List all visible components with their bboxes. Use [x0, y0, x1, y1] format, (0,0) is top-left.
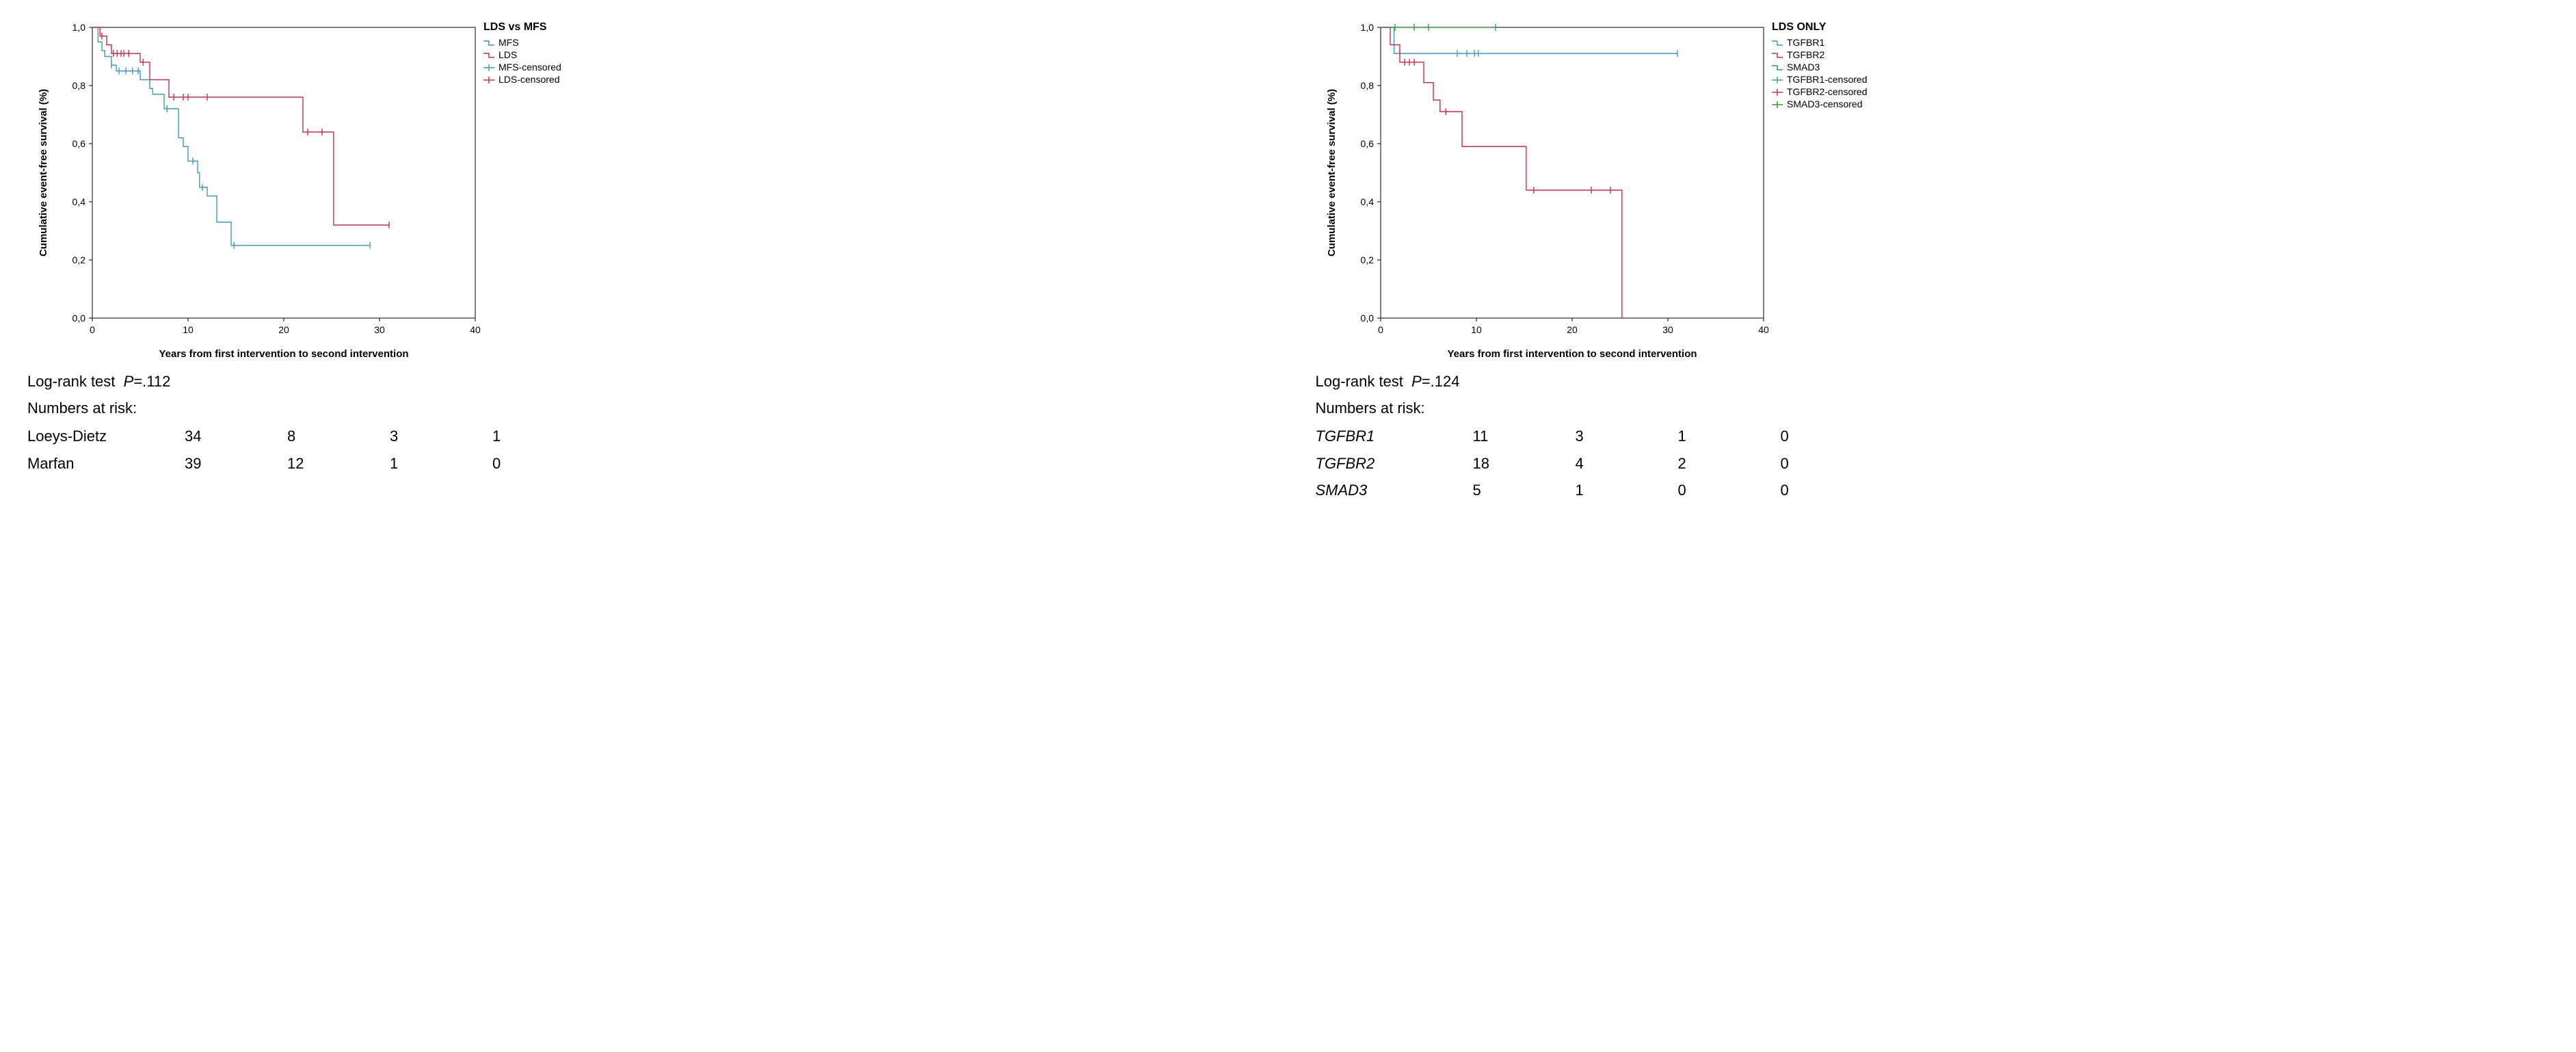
- svg-text:TGFBR1-censored: TGFBR1-censored: [1787, 74, 1867, 85]
- figure-row: 0,00,20,40,60,81,0010203040Years from fi…: [27, 14, 2549, 503]
- p-value: =.124: [1422, 373, 1460, 390]
- risk-value: 8: [287, 423, 390, 449]
- svg-text:LDS-censored: LDS-censored: [499, 74, 560, 85]
- risk-value: 5: [1473, 477, 1576, 503]
- svg-text:40: 40: [1758, 324, 1769, 335]
- risk-value: 0: [1781, 423, 1883, 449]
- risk-row-label: TGFBR2: [1316, 450, 1473, 477]
- svg-text:0,2: 0,2: [1360, 254, 1374, 265]
- right-chart: 0,0 0,2 0,4 0,6 0,8 1,0 0 10 20 30 40 Years from fi…: [1316, 14, 2549, 369]
- svg-text:0: 0: [90, 324, 95, 335]
- svg-text:SMAD3-censored: SMAD3-censored: [1787, 98, 1863, 109]
- risk-value: 18: [1473, 450, 1576, 477]
- left-risk-label: Numbers at risk:: [27, 396, 1261, 420]
- svg-text:40: 40: [470, 324, 481, 335]
- risk-value: 0: [492, 450, 595, 477]
- svg-text:1,0: 1,0: [1360, 22, 1374, 33]
- risk-value: 11: [1473, 423, 1576, 449]
- svg-text:0,6: 0,6: [72, 138, 86, 149]
- risk-row: SMAD35100: [1316, 477, 1883, 503]
- risk-value: 1: [390, 450, 492, 477]
- svg-text:10: 10: [183, 324, 194, 335]
- svg-text:0,0: 0,0: [72, 313, 86, 324]
- risk-value: 0: [1781, 477, 1883, 503]
- svg-text:10: 10: [1471, 324, 1482, 335]
- risk-value: 39: [185, 450, 287, 477]
- risk-value: 1: [1576, 477, 1678, 503]
- risk-value: 2: [1678, 450, 1781, 477]
- svg-text:20: 20: [1567, 324, 1578, 335]
- left-stats: Log-rank test P=.112 Numbers at risk: Lo…: [27, 369, 1261, 477]
- p-value: =.112: [133, 373, 170, 390]
- svg-text:20: 20: [278, 324, 289, 335]
- risk-value: 1: [1678, 423, 1781, 449]
- svg-text:0,6: 0,6: [1360, 138, 1374, 149]
- svg-text:TGFBR2: TGFBR2: [1787, 49, 1824, 60]
- p-label: P: [1411, 373, 1422, 390]
- left-risk-table: Loeys-Dietz34831Marfan391210: [27, 423, 595, 476]
- risk-row: TGFBR111310: [1316, 423, 1883, 449]
- risk-value: 4: [1576, 450, 1678, 477]
- svg-text:TGFBR2-censored: TGFBR2-censored: [1787, 86, 1867, 97]
- right-risk-label: Numbers at risk:: [1316, 396, 2549, 420]
- risk-row-label: TGFBR1: [1316, 423, 1473, 449]
- svg-text:0,2: 0,2: [72, 254, 86, 265]
- svg-text:MFS: MFS: [499, 37, 519, 48]
- svg-text:Cumulative event-free survival: Cumulative event-free survival (%): [1326, 89, 1338, 257]
- svg-text:Years from first intervention: Years from first intervention to second …: [159, 348, 408, 360]
- risk-row: TGFBR218420: [1316, 450, 1883, 477]
- svg-text:Cumulative event-free survival: Cumulative event-free survival (%): [38, 89, 49, 257]
- svg-text:Years from first intervention: Years from first intervention to second …: [1447, 348, 1697, 360]
- svg-text:0: 0: [1378, 324, 1383, 335]
- risk-row-label: SMAD3: [1316, 477, 1473, 503]
- right-risk-table: TGFBR111310TGFBR218420SMAD35100: [1316, 423, 1883, 503]
- svg-text:30: 30: [374, 324, 385, 335]
- risk-value: 12: [287, 450, 390, 477]
- risk-value: 3: [390, 423, 492, 449]
- svg-text:SMAD3: SMAD3: [1787, 62, 1820, 73]
- risk-row: Loeys-Dietz34831: [27, 423, 595, 449]
- risk-row: Marfan391210: [27, 450, 595, 477]
- logrank-label: Log-rank test: [1316, 373, 1403, 390]
- svg-text:MFS-censored: MFS-censored: [499, 62, 561, 73]
- left-panel: 0,00,20,40,60,81,0010203040Years from fi…: [27, 14, 1261, 477]
- right-panel: 0,00,20,40,60,81,0010203040Years from fi…: [1316, 14, 2549, 503]
- svg-text:1,0: 1,0: [72, 22, 86, 33]
- svg-text:30: 30: [1662, 324, 1673, 335]
- svg-text:LDS ONLY: LDS ONLY: [1772, 21, 1827, 33]
- left-logrank: Log-rank test P=.112: [27, 369, 1261, 393]
- svg-text:LDS: LDS: [499, 49, 517, 60]
- risk-row-label: Loeys-Dietz: [27, 423, 185, 449]
- risk-value: 0: [1678, 477, 1781, 503]
- right-logrank: Log-rank test P=.124: [1316, 369, 2549, 393]
- logrank-label: Log-rank test: [27, 373, 115, 390]
- svg-text:0,4: 0,4: [1360, 196, 1374, 207]
- risk-value: 0: [1781, 450, 1883, 477]
- risk-row-label: Marfan: [27, 450, 185, 477]
- risk-value: 3: [1576, 423, 1678, 449]
- left-chart: 0,0 0,2 0,4 0,6 0,8 1,0 0 10 20 30 40 Years from fi…: [27, 14, 1261, 369]
- svg-text:0,8: 0,8: [72, 80, 86, 91]
- svg-text:TGFBR1: TGFBR1: [1787, 37, 1824, 48]
- svg-text:0,0: 0,0: [1360, 313, 1374, 324]
- svg-text:LDS vs MFS: LDS vs MFS: [483, 21, 547, 33]
- risk-value: 1: [492, 423, 595, 449]
- svg-text:0,8: 0,8: [1360, 80, 1374, 91]
- p-label: P: [124, 373, 134, 390]
- risk-value: 34: [185, 423, 287, 449]
- right-stats: Log-rank test P=.124 Numbers at risk: TG…: [1316, 369, 2549, 503]
- svg-text:0,4: 0,4: [72, 196, 86, 207]
